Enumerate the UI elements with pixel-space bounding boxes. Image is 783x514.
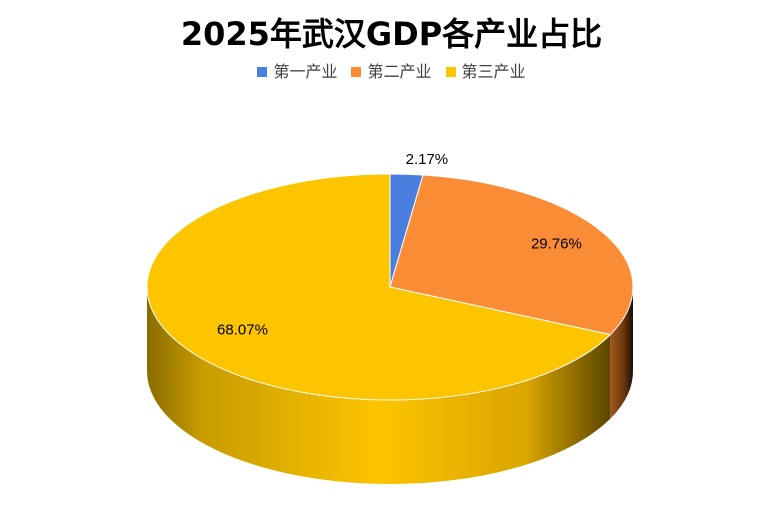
legend-item-primary[interactable]: 第一产业 (257, 62, 337, 82)
slice-primary-label: 2.17% (406, 151, 449, 168)
legend-item-tertiary[interactable]: 第三产业 (445, 62, 526, 82)
legend-swatch-tertiary (445, 67, 456, 77)
slice-tertiary-top[interactable] (146, 173, 612, 401)
pie-side-layer (147, 287, 633, 485)
slice-secondary-label: 29.76% (531, 236, 582, 253)
slice-tertiary-side (147, 287, 611, 485)
pie-top-layer (146, 173, 634, 401)
legend-label-tertiary: 第三产业 (461, 62, 526, 81)
legend-label-primary: 第一产业 (273, 62, 338, 81)
slice-secondary-side (610, 287, 633, 419)
slice-tertiary-label: 68.07% (217, 322, 268, 339)
chart-title: 2025年武汉GDP各产业占比 (180, 15, 603, 53)
pie-label-layer: 2.17% 29.76% 68.07% (217, 151, 582, 339)
legend-item-secondary[interactable]: 第二产业 (351, 62, 432, 82)
legend: 第一产业 第二产业 第三产业 (0, 62, 783, 82)
legend-swatch-secondary (351, 67, 362, 77)
legend-label-secondary: 第二产业 (367, 62, 432, 81)
legend-swatch-primary (257, 67, 268, 77)
slice-secondary-top[interactable] (389, 174, 634, 336)
